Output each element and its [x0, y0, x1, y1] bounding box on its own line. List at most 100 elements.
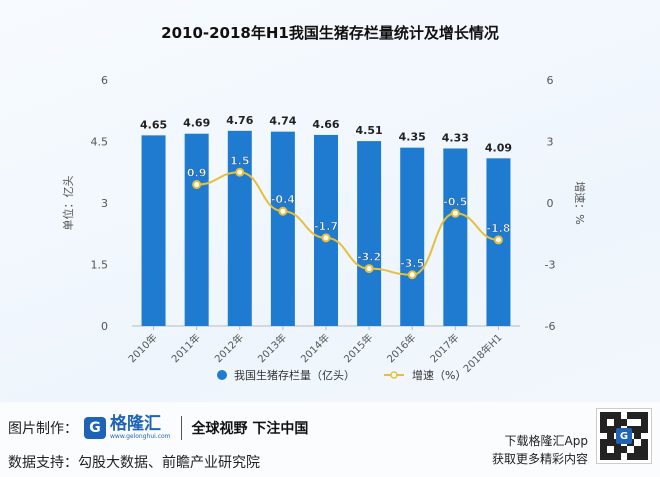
qr-cell: [613, 418, 621, 426]
bar-label-3: 4.74: [269, 115, 296, 128]
growth-label-8: -1.8: [486, 222, 510, 235]
y-tick-label: 3: [101, 197, 108, 210]
growth-label-1: 0.9: [187, 167, 207, 180]
bar-label-2: 4.76: [226, 114, 253, 127]
qr-cell: [600, 418, 607, 426]
x-tick-label: 2015年: [341, 331, 375, 365]
logo-name: 格隆汇: [110, 414, 161, 434]
legend-line-dot: [390, 371, 398, 379]
growth-point-8: [493, 235, 503, 245]
footer-brand-row: 图片制作： G 格隆汇 www.gelonghui.com 全球视野 下注中国: [8, 416, 308, 440]
qr-cell: [634, 446, 642, 454]
app-promo-line2: 获取更多精彩内容: [491, 452, 588, 466]
bar-3: [270, 131, 295, 326]
growth-label-2: 1.5: [230, 154, 250, 167]
qr-logo-icon: G: [616, 428, 632, 444]
growth-label-7: -0.5: [443, 195, 467, 208]
qr-cell: [627, 418, 635, 426]
qr-cell: [627, 453, 635, 460]
y2-axis-title: 增速：%: [573, 181, 587, 224]
bar-label-6: 4.35: [399, 131, 426, 144]
chart-svg: 0 1.5 3 4.5 6 -6 -3 0 3 6 单位：亿头 增速：% 4.65 4.69 4.76 4.7…: [61, 74, 587, 382]
bar-label-5: 4.51: [356, 124, 383, 137]
gelonghui-logo-icon: G: [84, 417, 106, 439]
qr-cell: [600, 453, 607, 460]
qr-cell: [613, 446, 621, 454]
y-tick-label: 0: [101, 320, 108, 333]
qr-cell: [606, 412, 614, 419]
qr-cell: [634, 425, 642, 433]
qr-cell: [627, 412, 635, 419]
y2-tick-label: 6: [547, 74, 554, 87]
qr-cell: [613, 412, 621, 419]
bar-4: [314, 134, 338, 326]
data-source: 数据支持：勾股大数据、前瞻产业研究院: [8, 455, 260, 471]
bar-label-7: 4.33: [442, 131, 469, 144]
growth-label-3: -0.4: [271, 193, 295, 206]
qr-cell: [606, 425, 614, 433]
growth-label-5: -3.2: [357, 251, 381, 264]
qr-cell: [641, 425, 648, 433]
logo-text: 格隆汇 www.gelonghui.com: [110, 416, 171, 440]
qr-cell: [620, 453, 628, 460]
qr-cell: [634, 453, 642, 460]
x-tick-label: 2018年H1: [460, 331, 504, 375]
x-tick-label: 2010年: [125, 331, 159, 365]
qr-cell: [620, 446, 628, 454]
app-promo: 下载格隆汇App 获取更多精彩内容: [492, 432, 588, 468]
qr-cell: [641, 412, 648, 419]
growth-point-7: [450, 208, 460, 218]
qr-cell: [627, 446, 635, 454]
y-tick-label: 1.5: [91, 259, 109, 272]
x-tick-label: 2014年: [298, 331, 332, 365]
y2-tick-label: -6: [545, 320, 556, 333]
qr-cell: [600, 412, 607, 419]
bar-label-8: 4.09: [485, 141, 512, 154]
qr-cell: [620, 418, 628, 426]
chart-area: 2010-2018年H1我国生猪存栏量统计及增长情况 0 1.5 3 4.5 6 -6 -3…: [61, 24, 587, 382]
growth-label-6: -3.5: [400, 257, 424, 270]
qr-cell: [634, 439, 642, 447]
qr-cell: [634, 432, 642, 440]
x-tick-label: 2011年: [169, 331, 203, 365]
growth-point-4: [321, 233, 331, 243]
growth-point-2: [235, 167, 245, 177]
qr-cell: [641, 418, 648, 426]
growth-point-3: [278, 206, 288, 216]
x-tick-label: 2013年: [255, 331, 289, 365]
y2-tick-label: 3: [547, 136, 554, 149]
bar-label-4: 4.66: [312, 118, 339, 131]
growth-point-5: [364, 264, 374, 274]
x-tick-label: 2017年: [427, 331, 461, 365]
y2-tick-label: 0: [547, 197, 554, 210]
qr-cell: [600, 432, 607, 440]
y2-tick-label: -3: [545, 259, 556, 272]
qr-cell: [641, 453, 648, 460]
qr-cell: [606, 432, 614, 440]
qr-cell: [620, 412, 628, 419]
x-tick-label: 2016年: [384, 331, 418, 365]
bar-7: [443, 148, 468, 326]
qr-cell: [606, 418, 614, 426]
qr-cell: [600, 425, 607, 433]
growth-point-6: [407, 270, 417, 280]
qr-cell: [600, 446, 607, 454]
y-axis-title: 单位：亿头: [61, 176, 75, 231]
qr-cell: [641, 432, 648, 440]
legend-bar-marker: [217, 370, 227, 380]
legend-line-label: 增速（%）: [412, 368, 466, 382]
qr-cell: [641, 446, 648, 454]
bar-1: [184, 133, 209, 326]
slogan: 全球视野 下注中国: [191, 421, 309, 437]
qr-cell: [634, 418, 642, 426]
growth-label-4: -1.7: [314, 220, 338, 233]
y-tick-label: 6: [101, 74, 108, 87]
footer-divider: [180, 416, 182, 440]
bar-2: [227, 130, 252, 326]
qr-code-icon[interactable]: G: [596, 408, 652, 464]
qr-cell: [606, 446, 614, 454]
qr-cell: [634, 412, 642, 419]
chart-title: 2010-2018年H1我国生猪存栏量统计及增长情况: [161, 24, 499, 42]
growth-line: [196, 171, 499, 276]
qr-cell: [606, 453, 614, 460]
